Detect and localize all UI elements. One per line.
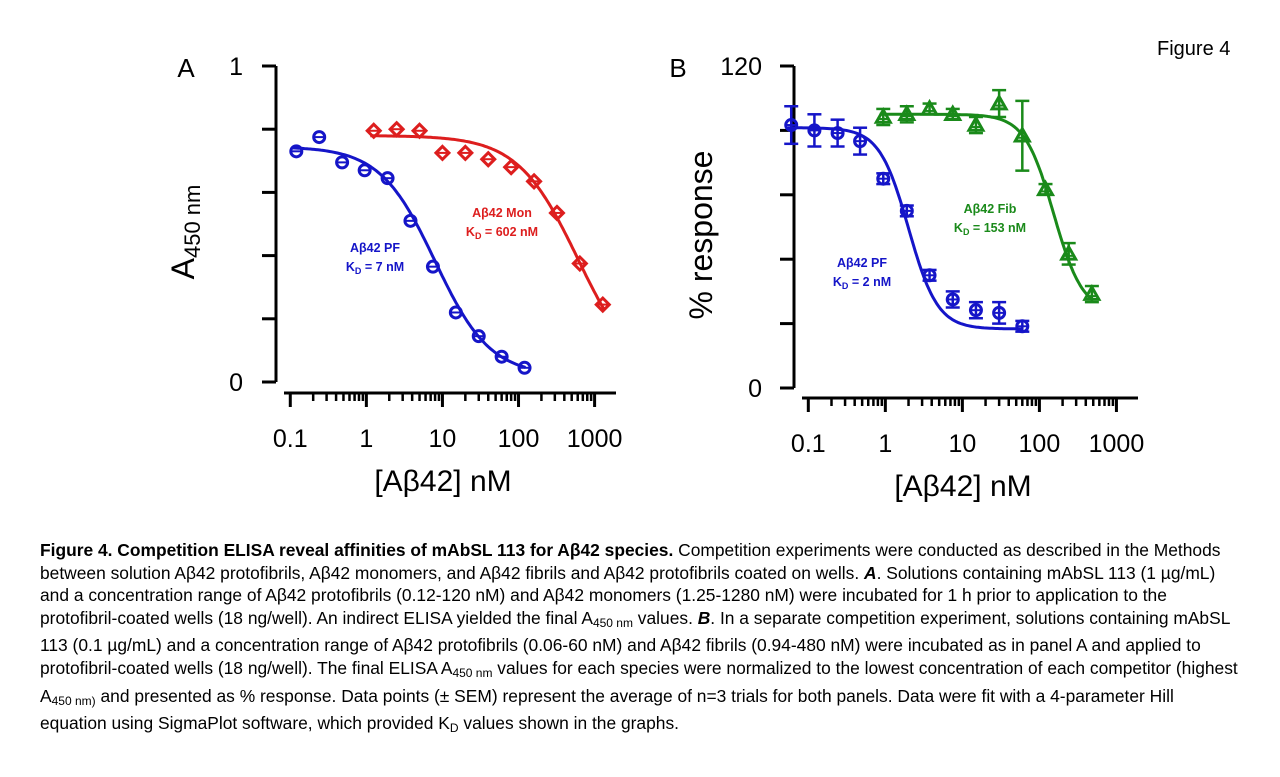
figure-caption: Figure 4. Competition ELISA reveal affin… bbox=[40, 539, 1245, 740]
data-point bbox=[943, 104, 963, 122]
caption-text-6: and presented as % response. Data points… bbox=[40, 685, 1174, 734]
data-point bbox=[388, 120, 406, 138]
data-point bbox=[919, 98, 940, 116]
data-point bbox=[525, 172, 543, 190]
caption-subscript-3: 450 nm) bbox=[51, 693, 96, 708]
caption-text-5: values for each species were normalized … bbox=[40, 657, 1238, 706]
x-tick-label: 0.1 bbox=[273, 425, 308, 453]
x-tick-label: 1 bbox=[359, 425, 373, 453]
fit-curve bbox=[370, 134, 605, 310]
x-tick-label: 100 bbox=[498, 425, 540, 453]
series-label: Aβ42 PF bbox=[837, 256, 887, 270]
series-label: Aβ42 PF bbox=[350, 241, 400, 255]
caption-title: Figure 4. Competition ELISA reveal affin… bbox=[40, 540, 674, 560]
kd-value: = 7 nM bbox=[361, 260, 404, 274]
caption-subscript-4: D bbox=[449, 721, 459, 736]
fit-curve bbox=[787, 126, 1024, 331]
kd-label: KD = 153 nM bbox=[954, 221, 1026, 237]
data-point bbox=[548, 204, 566, 222]
panel-label: B bbox=[669, 53, 686, 83]
kd-k: K bbox=[466, 225, 475, 239]
y-tick-label: 0 bbox=[229, 369, 243, 397]
caption-panel-a-label: A bbox=[864, 562, 877, 583]
kd-value: = 602 nM bbox=[481, 225, 538, 239]
data-point bbox=[410, 122, 429, 140]
y-axis-title: % response bbox=[683, 151, 719, 320]
x-tick-label: 100 bbox=[1019, 430, 1061, 458]
data-point bbox=[966, 115, 986, 132]
panel-label: A bbox=[177, 53, 195, 83]
figure-label: Figure 4 bbox=[1157, 38, 1231, 60]
y-tick-label: 1 bbox=[229, 53, 243, 81]
kd-sub: D bbox=[355, 266, 362, 276]
kd-value: = 153 nM bbox=[969, 221, 1026, 235]
kd-k: K bbox=[833, 275, 842, 289]
x-tick-label: 10 bbox=[948, 430, 976, 458]
series-label: Aβ42 Mon bbox=[472, 206, 532, 220]
x-tick-label: 10 bbox=[429, 425, 457, 453]
x-tick-label: 1000 bbox=[567, 425, 623, 453]
data-point bbox=[897, 104, 917, 122]
data-point bbox=[1082, 284, 1102, 301]
x-axis-title: [Aβ42] nM bbox=[894, 470, 1031, 503]
fit-curve bbox=[879, 112, 1094, 302]
kd-k: K bbox=[346, 260, 355, 274]
panel-b: 120 0 0.1 1 10 100 1000 [Aβ42] nM % response B Aβ4… bbox=[669, 53, 1144, 503]
kd-sub: D bbox=[842, 281, 849, 291]
kd-sub: D bbox=[475, 231, 482, 241]
data-point bbox=[1059, 243, 1079, 261]
data-point bbox=[989, 93, 1009, 111]
kd-label: KD = 7 nM bbox=[346, 260, 404, 276]
x-tick-label: 0.1 bbox=[791, 430, 826, 458]
kd-sub: D bbox=[963, 227, 970, 237]
kd-k: K bbox=[954, 221, 963, 235]
caption-text-2: . Solutions containing mAbSL 113 (1 µg/m… bbox=[40, 562, 1216, 628]
caption-text-4: . In a separate competition experiment, … bbox=[40, 607, 1230, 678]
x-tick-label: 1 bbox=[878, 430, 892, 458]
data-point bbox=[1012, 125, 1032, 143]
caption-text-3: values. bbox=[632, 607, 698, 628]
data-point bbox=[502, 158, 520, 176]
data-point bbox=[365, 122, 383, 140]
x-tick-label: 1000 bbox=[1089, 430, 1145, 458]
data-point bbox=[479, 150, 497, 168]
caption-subscript-1: 450 nm bbox=[592, 615, 633, 630]
data-point bbox=[456, 144, 474, 162]
kd-label: KD = 602 nM bbox=[466, 225, 538, 241]
fit-curve bbox=[292, 146, 526, 369]
y-tick-label: 0 bbox=[748, 375, 762, 403]
series-label: Aβ42 Fib bbox=[964, 202, 1017, 216]
y-axis-title: A450 nm bbox=[165, 185, 205, 280]
kd-value: = 2 nM bbox=[848, 275, 891, 289]
data-point bbox=[433, 144, 452, 162]
caption-paragraph: Figure 4. Competition ELISA reveal affin… bbox=[40, 539, 1245, 740]
kd-label: KD = 2 nM bbox=[833, 275, 891, 291]
caption-text-1: Competition experiments were conducted a… bbox=[40, 540, 1221, 583]
caption-subscript-2: 450 nm bbox=[452, 665, 493, 680]
data-point bbox=[1035, 179, 1056, 197]
data-point bbox=[873, 106, 893, 124]
data-point bbox=[571, 254, 589, 273]
y-axis-title-subscript: 450 nm bbox=[180, 185, 205, 258]
x-axis-title: [Aβ42] nM bbox=[374, 465, 511, 498]
y-tick-label: 120 bbox=[720, 53, 762, 81]
caption-panel-b-label: B bbox=[697, 607, 711, 628]
data-point bbox=[594, 295, 612, 314]
caption-text-7: values shown in the graphs. bbox=[458, 713, 679, 734]
